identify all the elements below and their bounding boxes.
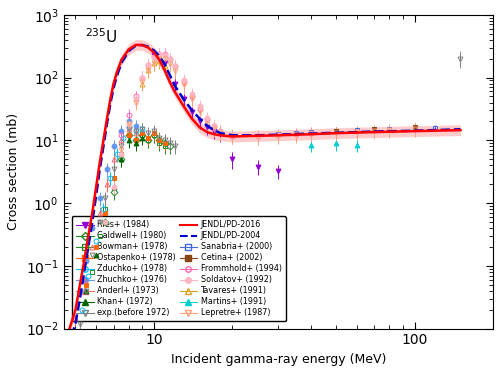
Y-axis label: Cross section (mb): Cross section (mb) bbox=[7, 113, 20, 230]
Text: $^{235}$U: $^{235}$U bbox=[85, 27, 118, 46]
X-axis label: Incident gamma-ray energy (MeV): Incident gamma-ray energy (MeV) bbox=[170, 353, 386, 366]
Legend: Ries+ (1984), Caldwell+ (1980), Bowman+ (1978), Ostapenko+ (1978), Zduchko+ (197: Ries+ (1984), Caldwell+ (1980), Bowman+ … bbox=[72, 216, 286, 322]
